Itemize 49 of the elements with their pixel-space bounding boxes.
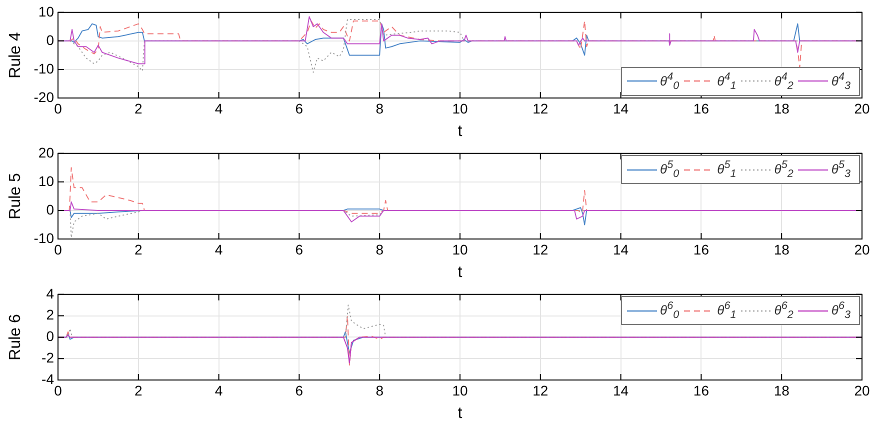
x-tick-label: 2	[134, 100, 142, 116]
x-tick-label: 4	[214, 241, 223, 258]
x-tick-label: 20	[854, 241, 870, 258]
x-axis-title: t	[458, 122, 463, 140]
x-tick-label: 2	[134, 241, 142, 258]
y-tick-label: -10	[34, 230, 54, 246]
x-tick-label: 6	[295, 100, 304, 116]
x-tick-label: 12	[532, 382, 548, 398]
y-tick-label: 2	[46, 306, 54, 323]
x-tick-label: 8	[376, 382, 384, 398]
x-tick-label: 18	[774, 382, 790, 398]
y-axis-title: Rule 6	[7, 314, 24, 360]
y-axis-title: Rule 4	[7, 32, 24, 78]
x-tick-label: 14	[613, 382, 629, 398]
x-tick-label: 18	[774, 100, 790, 116]
y-tick-label: 0	[46, 201, 54, 218]
x-tick-label: 20	[854, 100, 870, 116]
x-tick-label: 14	[613, 100, 629, 116]
x-tick-label: 14	[613, 241, 629, 258]
y-tick-label: -2	[42, 349, 54, 366]
x-tick-label: 10	[452, 382, 468, 398]
y-tick-label: 10	[38, 3, 54, 20]
y-tick-label: -10	[34, 60, 54, 76]
y-tick-label: 4	[46, 285, 54, 302]
x-tick-label: 16	[693, 241, 710, 258]
y-tick-label: -4	[42, 370, 54, 387]
y-tick-label: -20	[34, 88, 54, 105]
x-tick-label: 12	[532, 100, 548, 116]
x-tick-label: 16	[693, 382, 710, 398]
x-tick-label: 6	[295, 382, 304, 398]
y-axis-title: Rule 5	[7, 172, 24, 220]
x-tick-label: 16	[693, 100, 710, 116]
x-tick-label: 20	[854, 382, 870, 398]
x-tick-label: 8	[376, 100, 384, 116]
x-tick-label: 2	[134, 382, 142, 398]
x-axis-title: t	[458, 404, 463, 422]
x-tick-label: 10	[452, 100, 468, 116]
y-tick-label: 10	[38, 172, 54, 189]
y-tick-label: 0	[46, 328, 54, 344]
x-tick-label: 12	[532, 241, 548, 258]
x-tick-label: 6	[295, 241, 304, 258]
x-tick-label: 8	[376, 241, 384, 258]
x-axis-title: t	[458, 264, 463, 281]
y-tick-label: 20	[38, 144, 54, 160]
x-tick-label: 4	[214, 382, 223, 398]
x-tick-label: 18	[774, 241, 790, 258]
y-tick-label: 0	[46, 32, 54, 48]
x-tick-label: 10	[452, 241, 468, 258]
x-tick-label: 4	[214, 100, 223, 116]
